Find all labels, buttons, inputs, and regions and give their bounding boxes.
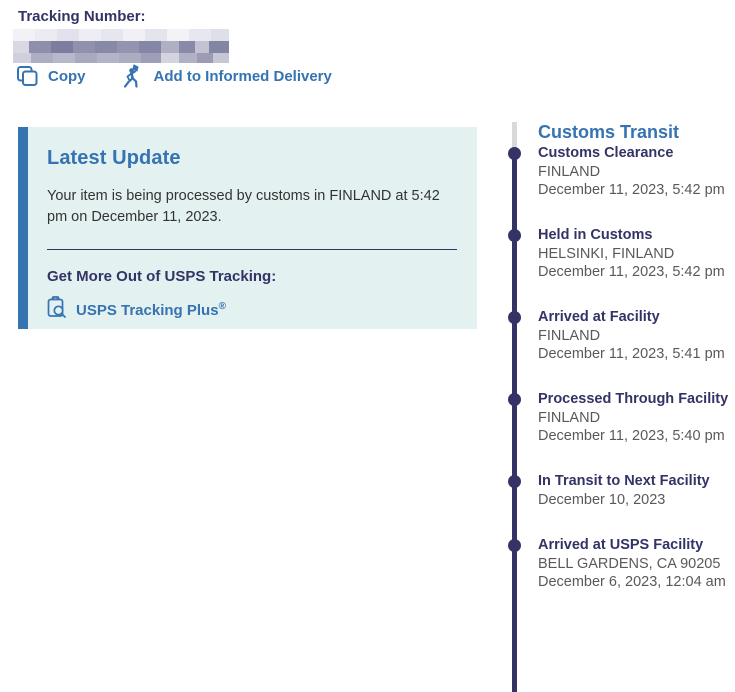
- event-location: HELSINKI, FINLAND: [538, 246, 675, 262]
- event-title: In Transit to Next Facility: [538, 473, 710, 489]
- timeline-event: Processed Through Facility FINLAND Decem…: [505, 390, 735, 445]
- copy-button-label: Copy: [48, 67, 86, 85]
- event-datetime: December 11, 2023, 5:42 pm: [538, 182, 725, 198]
- card-divider: [47, 249, 457, 251]
- add-to-informed-delivery-button[interactable]: Add to Informed Delivery: [120, 63, 332, 89]
- timeline-line: [512, 152, 517, 692]
- timeline-dot-icon: [508, 539, 521, 552]
- event-location: BELL GARDENS, CA 90205: [538, 556, 721, 572]
- latest-update-title: Latest Update: [47, 147, 181, 169]
- timeline-dot-icon: [508, 311, 521, 324]
- tracking-number-label: Tracking Number:: [18, 8, 146, 25]
- tracking-timeline: Customs Transit Customs Clearance FINLAN…: [505, 122, 735, 692]
- copy-button[interactable]: Copy: [16, 65, 86, 88]
- tracking-actions: Copy Add to Informed Delivery: [16, 63, 332, 89]
- timeline-dot-icon: [508, 229, 521, 242]
- copy-icon: [16, 65, 39, 88]
- timeline-event: Arrived at USPS Facility BELL GARDENS, C…: [505, 536, 735, 591]
- timeline-event: In Transit to Next Facility December 10,…: [505, 472, 735, 509]
- event-location: FINLAND: [538, 164, 601, 180]
- tracking-promo-heading: Get More Out of USPS Tracking:: [47, 268, 277, 286]
- event-datetime: December 6, 2023, 12:04 am: [538, 574, 726, 590]
- event-datetime: December 10, 2023: [538, 492, 666, 508]
- tracking-header: Tracking Number:: [13, 8, 229, 63]
- timeline-dot-icon: [508, 475, 521, 488]
- event-datetime: December 11, 2023, 5:41 pm: [538, 346, 725, 362]
- event-title: Arrived at Facility: [538, 309, 660, 325]
- event-title: Processed Through Facility: [538, 391, 729, 407]
- event-location: FINLAND: [538, 410, 601, 426]
- latest-update-card: Latest Update Your item is being process…: [18, 127, 477, 329]
- event-datetime: December 11, 2023, 5:40 pm: [538, 428, 725, 444]
- event-title: Arrived at USPS Facility: [538, 537, 704, 553]
- event-title: Customs Clearance: [538, 145, 674, 161]
- timeline-event: Held in Customs HELSINKI, FINLAND Decemb…: [505, 226, 735, 281]
- event-datetime: December 11, 2023, 5:42 pm: [538, 264, 725, 280]
- usps-tracking-plus-link[interactable]: USPS Tracking Plus®: [47, 296, 449, 323]
- timeline-dot-icon: [508, 393, 521, 406]
- tracking-plus-label: USPS Tracking Plus®: [76, 300, 226, 319]
- timeline-dot-icon: [508, 147, 521, 160]
- tracking-plus-icon: [47, 296, 68, 323]
- tracking-number-redacted: [13, 29, 229, 63]
- add-to-informed-delivery-label: Add to Informed Delivery: [153, 67, 332, 85]
- timeline-event: Customs Clearance FINLAND December 11, 2…: [505, 144, 735, 199]
- timeline-events: Customs Clearance FINLAND December 11, 2…: [505, 144, 735, 591]
- event-title: Held in Customs: [538, 227, 653, 243]
- timeline-phase-title: Customs Transit: [538, 122, 680, 142]
- event-location: FINLAND: [538, 328, 601, 344]
- latest-update-message: Your item is being processed by customs …: [47, 188, 440, 226]
- informed-delivery-icon: [120, 63, 145, 89]
- trademark-symbol: ®: [218, 300, 226, 312]
- timeline-event: Arrived at Facility FINLAND December 11,…: [505, 308, 735, 363]
- timeline-line-inactive: [512, 122, 517, 149]
